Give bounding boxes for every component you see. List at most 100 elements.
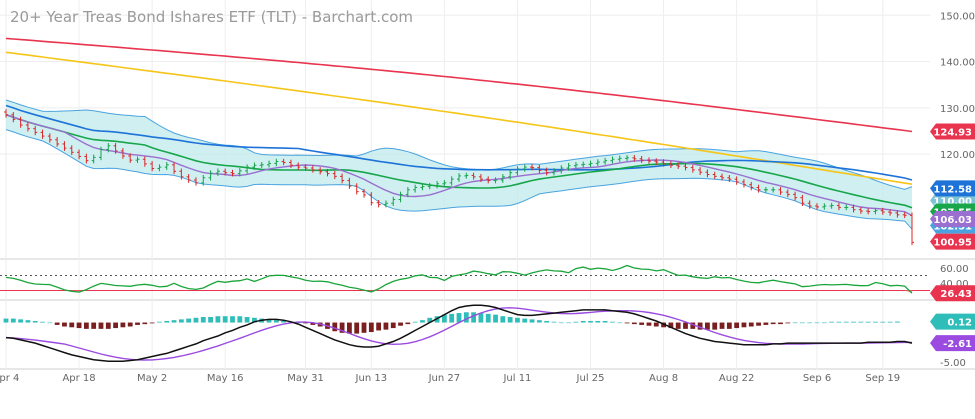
macd-histogram-bar [178,319,184,323]
macd-histogram-bar [281,320,287,323]
x-tick-label: Jul 25 [576,373,605,384]
macd-histogram-bar [756,322,761,326]
candle [573,162,578,169]
candle [413,184,418,193]
axes: Apr 4 Apr 18 May 2 May 16 May 31 Jun 13 Jun 27… [0,11,975,384]
macd-histogram-bar [339,322,345,333]
macd-histogram-bar [252,317,257,323]
y-tick-label: 150.00 [940,11,975,22]
candle [530,164,535,171]
chart-title: 20+ Year Treas Bond Ishares ETF (TLT) - … [10,8,413,26]
macd-histogram-bar [113,322,118,329]
macd-histogram-bar [719,322,725,329]
macd-histogram-bar [171,320,177,323]
candle [639,156,644,163]
candle [551,168,556,176]
macd-histogram-bar [310,322,316,325]
candle [522,164,527,172]
macd-histogram-bar [390,322,396,329]
macd-histogram-bar [843,321,849,323]
candle [617,155,622,163]
x-tick-label: May 16 [207,373,244,384]
candle [164,162,169,170]
macd-histogram-bar [646,322,652,326]
candle [902,212,907,219]
macd-histogram-bar [683,322,688,329]
x-tick-label: May 31 [287,373,324,384]
candles [4,109,914,246]
macd-histogram-bar [894,321,900,323]
macd-histogram-bar [639,322,645,325]
candle [91,154,96,164]
macd-histogram-bar [573,321,579,323]
bollinger-upper-line [5,99,913,190]
candle [223,168,228,176]
macd-histogram-bar [215,316,221,323]
badge-signal-text: -2.61 [943,339,972,350]
candle [603,157,608,165]
candle [281,158,286,166]
macd-histogram-bar [186,318,192,323]
candle [844,204,849,211]
candle [457,173,461,182]
badge-signal: -2.61 [930,335,975,352]
macd-histogram-bar [705,322,710,330]
candle [690,164,695,173]
moving-averages [5,37,913,217]
macd-histogram-bar [478,313,484,323]
macd-histogram-bar [536,320,542,323]
macd-histogram-bar [800,322,805,324]
macd-histogram-bar [829,321,835,323]
x-tick-label: Jun 27 [428,373,461,384]
x-tick-label: Sep 6 [803,373,831,384]
macd-histogram-bar [405,322,411,325]
candle [267,160,272,168]
candle [464,172,469,179]
candle [120,148,125,159]
candle [442,180,447,187]
badge-bb-upper-text: 110.00 [933,196,972,207]
badge-rsi-shape [930,285,975,302]
candle [376,199,381,208]
candle [866,208,871,215]
candle [734,176,739,185]
macd-histogram-bar [588,320,593,323]
macd-histogram-bar [383,322,389,330]
candle [98,146,103,161]
candle [245,164,250,174]
candle [77,149,82,160]
macd-histogram-bar [456,313,462,323]
candle [186,174,191,183]
macd-histogram-bar [566,322,571,324]
candle [544,167,549,176]
candle [478,174,483,182]
macd-histogram-bar [493,314,498,323]
macd-histogram-bar [237,316,243,323]
macd-histogram-bar [76,322,82,329]
badge-rsi-text: 26.43 [940,289,972,300]
macd-histogram-bar [193,317,199,323]
candle [625,155,630,162]
candle [610,156,615,164]
macd-histogram-bar [149,322,155,324]
macd-histogram-bar [617,322,623,324]
candle [822,203,827,210]
macd-histogram-bar [712,322,718,330]
candle [676,162,681,169]
macd-histogram-bar [361,322,367,333]
macd-histogram-bar [54,322,60,325]
candle [741,179,746,188]
x-tick-label: Apr 18 [62,373,95,384]
macd-histogram-bar [368,322,374,333]
candle [362,188,367,198]
bollinger-bands [5,99,913,230]
macd-histogram-bar [580,320,586,323]
candle [230,169,235,177]
rsi-panel [0,264,930,294]
candle [274,158,279,167]
candle [47,133,52,143]
macd-histogram-bar [47,322,53,324]
candle [303,164,308,171]
x-tick-label: May 2 [137,373,167,384]
